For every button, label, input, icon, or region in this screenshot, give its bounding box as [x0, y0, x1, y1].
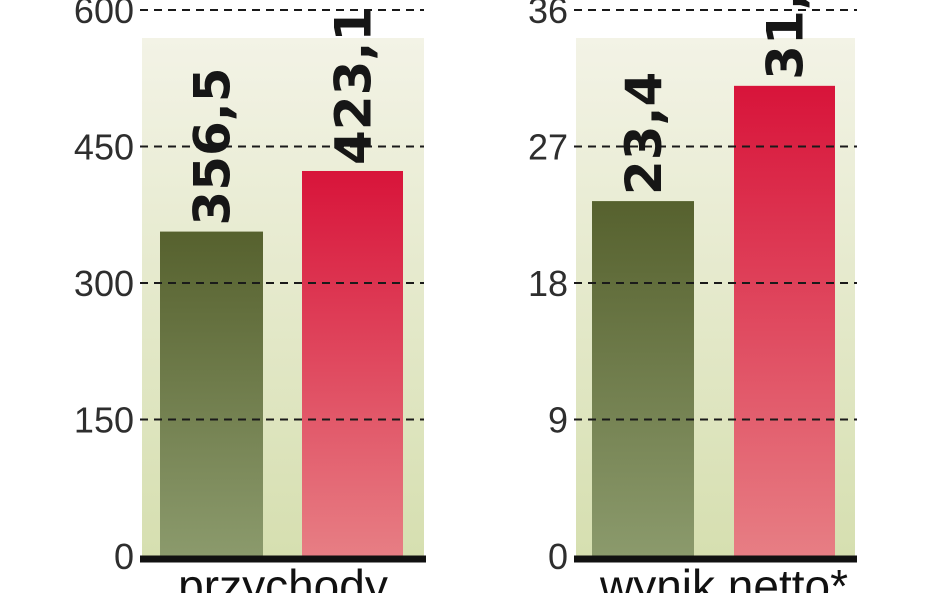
y-tick-label: 600	[74, 0, 134, 31]
y-tick-label: 18	[528, 263, 568, 304]
y-tick-label: 27	[528, 127, 568, 168]
y-tick-label: 300	[74, 263, 134, 304]
chart-przychody: 0 150 300 450 600 356,5 423,1 przychody	[74, 0, 426, 593]
bar-value-label: 23,4	[615, 72, 673, 195]
x-axis-label: wynik netto*	[599, 560, 848, 593]
x-axis-label: przychody	[178, 560, 388, 593]
y-tick-label: 36	[528, 0, 568, 31]
bar-1	[592, 201, 694, 556]
bar-2	[302, 170, 403, 556]
bar-2	[734, 85, 835, 556]
y-tick-label: 450	[74, 127, 134, 168]
y-tick-label: 0	[548, 536, 568, 577]
bar-value-label: 31,	[757, 0, 815, 80]
bar-value-label: 423,1	[325, 7, 383, 165]
bar-1	[160, 231, 263, 556]
y-tick-label: 0	[114, 536, 134, 577]
y-tick-label: 150	[74, 400, 134, 441]
chart-wynik-netto: 0 9 18 27 36 23,4 31, wynik netto*	[528, 0, 857, 593]
y-tick-label: 9	[548, 400, 568, 441]
bar-value-label: 356,5	[184, 67, 242, 225]
